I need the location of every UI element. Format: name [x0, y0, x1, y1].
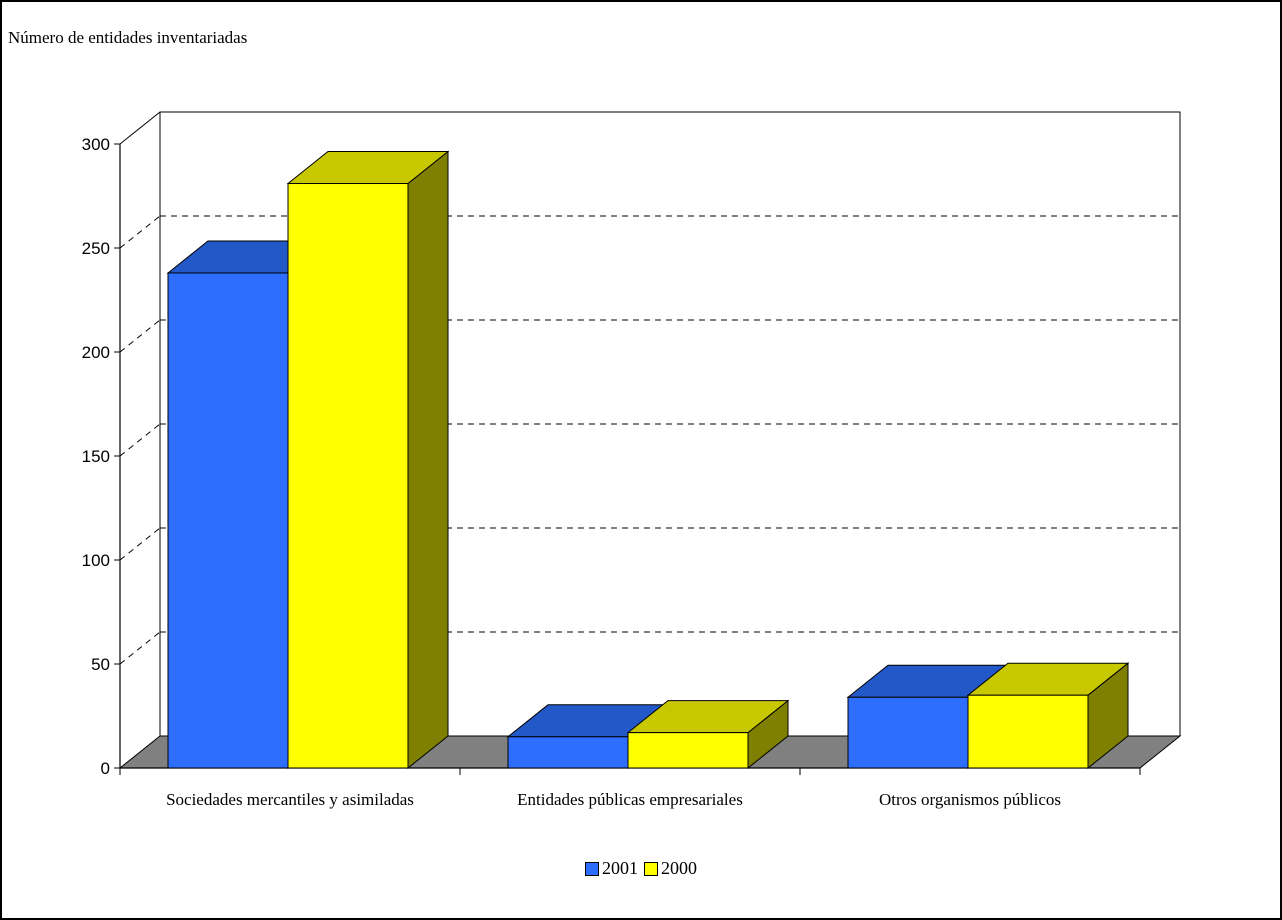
y-axis-label: Número de entidades inventariadas — [8, 28, 248, 47]
legend-swatch-2001 — [585, 861, 599, 876]
gridline-side-200 — [119, 319, 161, 353]
side-wall-top-edge — [119, 111, 161, 145]
y-tick-label-250: 250 — [82, 239, 110, 258]
bar-2001-2 — [847, 696, 969, 769]
legend-swatch-2000 — [644, 861, 658, 876]
y-tick-label-200: 200 — [82, 343, 110, 362]
legend-label-2001: 2001 — [602, 858, 638, 878]
y-tick-label-150: 150 — [82, 447, 110, 466]
bar-2000-2 — [967, 694, 1089, 769]
x-category-label-2: Otros organismos públicos — [879, 790, 1061, 809]
y-tick-label-50: 50 — [91, 655, 110, 674]
gridline-side-50 — [119, 631, 161, 665]
bar-2000-0 — [287, 183, 409, 769]
bar-2001-0 — [167, 272, 289, 769]
y-tick-label-0: 0 — [101, 759, 110, 778]
gridline-side-150 — [119, 423, 161, 457]
legend-item-2001: 2001 — [585, 858, 638, 879]
y-tick-label-100: 100 — [82, 551, 110, 570]
bar-2000-1 — [627, 732, 749, 769]
x-category-label-1: Entidades públicas empresariales — [517, 790, 743, 809]
legend-item-2000: 2000 — [644, 858, 697, 879]
legend-label-2000: 2000 — [661, 858, 697, 878]
gridline-side-100 — [119, 527, 161, 561]
bar-2000-0-side — [407, 150, 449, 770]
bar-2001-1 — [507, 736, 629, 769]
x-category-label-0: Sociedades mercantiles y asimiladas — [166, 790, 414, 809]
gridline-side-250 — [119, 215, 161, 249]
legend: 2001 2000 — [0, 858, 1282, 879]
y-tick-label-300: 300 — [82, 135, 110, 154]
